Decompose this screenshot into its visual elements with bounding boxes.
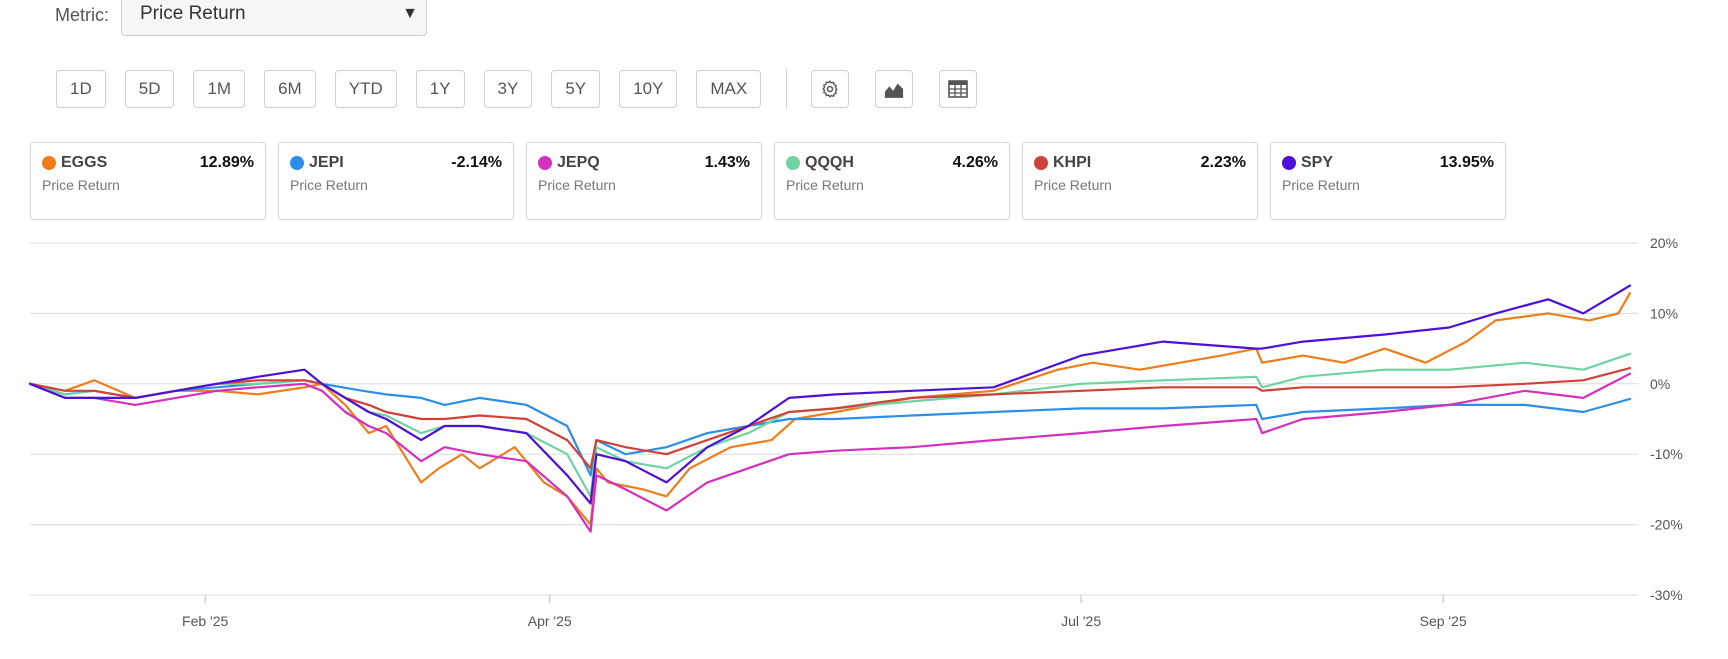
legend-dot bbox=[1034, 156, 1048, 170]
x-tick-label: Jul '25 bbox=[1061, 613, 1101, 629]
range-button-5y[interactable]: 5Y bbox=[551, 70, 601, 108]
series-line-spy[interactable] bbox=[28, 284, 1632, 505]
range-button-10y[interactable]: 10Y bbox=[619, 70, 678, 108]
metric-select[interactable]: Price Return ▼ bbox=[121, 0, 427, 36]
legend-metric: Price Return bbox=[538, 177, 616, 193]
metric-label: Metric: bbox=[55, 4, 109, 25]
legend-metric: Price Return bbox=[786, 177, 864, 193]
range-button-6m[interactable]: 6M bbox=[264, 70, 316, 108]
legend-value: 1.43% bbox=[704, 154, 750, 171]
legend-metric: Price Return bbox=[290, 177, 368, 193]
toolbar-divider bbox=[786, 69, 788, 109]
range-button-3y[interactable]: 3Y bbox=[483, 70, 533, 108]
series-line-khpi[interactable] bbox=[28, 367, 1632, 470]
series-line-eggs[interactable] bbox=[28, 291, 1632, 526]
legend-card-spy[interactable]: SPY 13.95% Price Return bbox=[1270, 142, 1506, 220]
y-tick-label: -30% bbox=[1650, 587, 1683, 603]
legend-ticker: SPY bbox=[1301, 154, 1334, 171]
chart-type-icon bbox=[885, 83, 904, 98]
settings-button[interactable] bbox=[811, 70, 850, 108]
series-line-qqqh[interactable] bbox=[28, 352, 1632, 498]
dropdown-arrow-icon: ▼ bbox=[402, 5, 418, 22]
legend-card-qqqh[interactable]: QQQH 4.26% Price Return bbox=[774, 142, 1010, 220]
legend-metric: Price Return bbox=[42, 177, 120, 193]
y-tick-label: -20% bbox=[1650, 517, 1683, 533]
legend-dot bbox=[538, 156, 552, 170]
metric-row: Metric: Price Return ▼ bbox=[55, 0, 427, 36]
legend-ticker: JEPI bbox=[309, 154, 344, 171]
y-tick-label: 20% bbox=[1650, 235, 1678, 251]
range-button-max[interactable]: MAX bbox=[696, 70, 762, 108]
range-button-1m[interactable]: 1M bbox=[193, 70, 246, 108]
legend-value: -2.14% bbox=[451, 154, 502, 171]
legend-ticker: QQQH bbox=[805, 154, 854, 171]
legend-ticker: KHPI bbox=[1053, 154, 1092, 171]
legend-value: 12.89% bbox=[199, 154, 254, 171]
y-tick-label: 10% bbox=[1650, 305, 1678, 321]
price-return-chart[interactable]: 20% 10% 0% -10% -20% -30% Feb '25 Apr '25 Jul '2… bbox=[0, 225, 1728, 659]
table-view-button[interactable] bbox=[939, 70, 978, 108]
metric-select-value: Price Return bbox=[140, 3, 246, 24]
chart-type-button[interactable] bbox=[875, 70, 914, 108]
legend-value: 2.23% bbox=[1200, 154, 1246, 171]
legend-ticker: JEPQ bbox=[557, 154, 600, 171]
range-button-5d[interactable]: 5D bbox=[124, 70, 175, 108]
range-button-1y[interactable]: 1Y bbox=[415, 70, 465, 108]
legend-metric: Price Return bbox=[1282, 177, 1360, 193]
legend: EGGS 12.89% Price Return JEPI -2.14% Pri… bbox=[30, 142, 1518, 220]
legend-card-eggs[interactable]: EGGS 12.89% Price Return bbox=[30, 142, 266, 220]
legend-value: 4.26% bbox=[952, 154, 998, 171]
legend-dot bbox=[1282, 156, 1296, 170]
legend-card-jepi[interactable]: JEPI -2.14% Price Return bbox=[278, 142, 514, 220]
legend-dot bbox=[290, 156, 304, 170]
legend-card-jepq[interactable]: JEPQ 1.43% Price Return bbox=[526, 142, 762, 220]
legend-card-khpi[interactable]: KHPI 2.23% Price Return bbox=[1022, 142, 1258, 220]
x-tick-label: Feb '25 bbox=[182, 613, 228, 629]
x-tick-label: Apr '25 bbox=[528, 613, 572, 629]
y-tick-label: 0% bbox=[1650, 376, 1670, 392]
table-icon bbox=[948, 80, 969, 98]
legend-ticker: EGGS bbox=[61, 154, 108, 171]
legend-metric: Price Return bbox=[1034, 177, 1112, 193]
series-line-jepq[interactable] bbox=[28, 372, 1632, 533]
gear-icon bbox=[822, 80, 838, 98]
legend-dot bbox=[786, 156, 800, 170]
range-button-1d[interactable]: 1D bbox=[56, 70, 106, 108]
legend-value: 13.95% bbox=[1439, 154, 1494, 171]
x-tick-label: Sep '25 bbox=[1420, 613, 1467, 629]
time-range-bar: 1D 5D 1M 6M YTD 1Y 3Y 5Y 10Y MAX bbox=[56, 69, 1003, 109]
y-tick-label: -10% bbox=[1650, 446, 1683, 462]
legend-dot bbox=[42, 156, 56, 170]
range-button-ytd[interactable]: YTD bbox=[334, 70, 397, 108]
